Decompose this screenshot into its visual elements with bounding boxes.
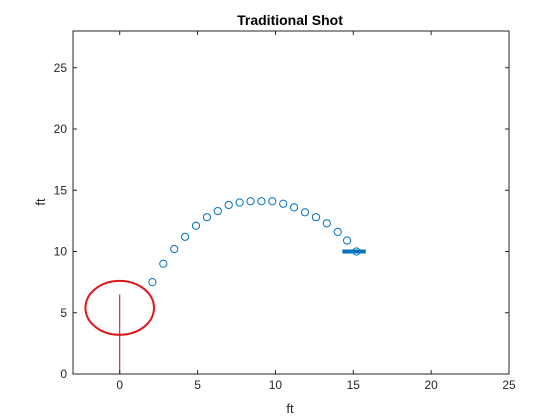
trajectory-point	[235, 198, 244, 207]
trajectory-point	[159, 259, 168, 268]
x-tick-label: 10	[269, 378, 283, 392]
shapes-layer	[84, 249, 366, 374]
x-tick-label: 0	[116, 378, 123, 392]
trajectory-point	[202, 213, 212, 222]
plot-area	[73, 31, 509, 374]
trajectory-point	[257, 197, 266, 206]
trajectory-point	[322, 219, 331, 228]
x-tick-label: 20	[424, 378, 438, 392]
trajectory-point	[246, 197, 255, 206]
trajectory-point	[191, 221, 201, 230]
trajectory-points	[148, 197, 361, 287]
trajectory-point	[148, 278, 157, 287]
y-tick-label: 5	[60, 306, 67, 320]
trajectory-point	[290, 203, 299, 212]
trajectory-point	[268, 197, 277, 206]
trajectory-point	[224, 200, 233, 210]
axes: 0 5 10 15 20 25 0 5 10 15 20 25	[54, 30, 516, 392]
y-axis-label: ft	[33, 198, 48, 206]
trajectory-point	[333, 227, 342, 236]
x-axis-label: ft	[286, 401, 294, 416]
y-tick-label: 25	[54, 61, 68, 75]
trajectory-point	[300, 208, 310, 217]
trajectory-point	[311, 213, 321, 222]
x-tick-label: 5	[194, 378, 201, 392]
trajectory-point	[342, 236, 352, 245]
axes-box	[72, 30, 510, 375]
plot-background	[73, 31, 509, 374]
chart-title: Traditional Shot	[237, 12, 343, 28]
x-tick-label: 15	[347, 378, 361, 392]
y-tick-label: 10	[54, 245, 68, 259]
y-tick-label: 20	[54, 122, 68, 136]
y-tick-label: 15	[54, 183, 68, 197]
trajectory-point	[279, 199, 288, 208]
x-tick-label: 25	[502, 378, 516, 392]
trajectory-point	[181, 232, 190, 241]
trajectory-point	[352, 247, 361, 256]
trajectory-point	[213, 206, 222, 216]
y-tick-label: 0	[60, 367, 67, 381]
trajectory-point	[170, 244, 179, 254]
